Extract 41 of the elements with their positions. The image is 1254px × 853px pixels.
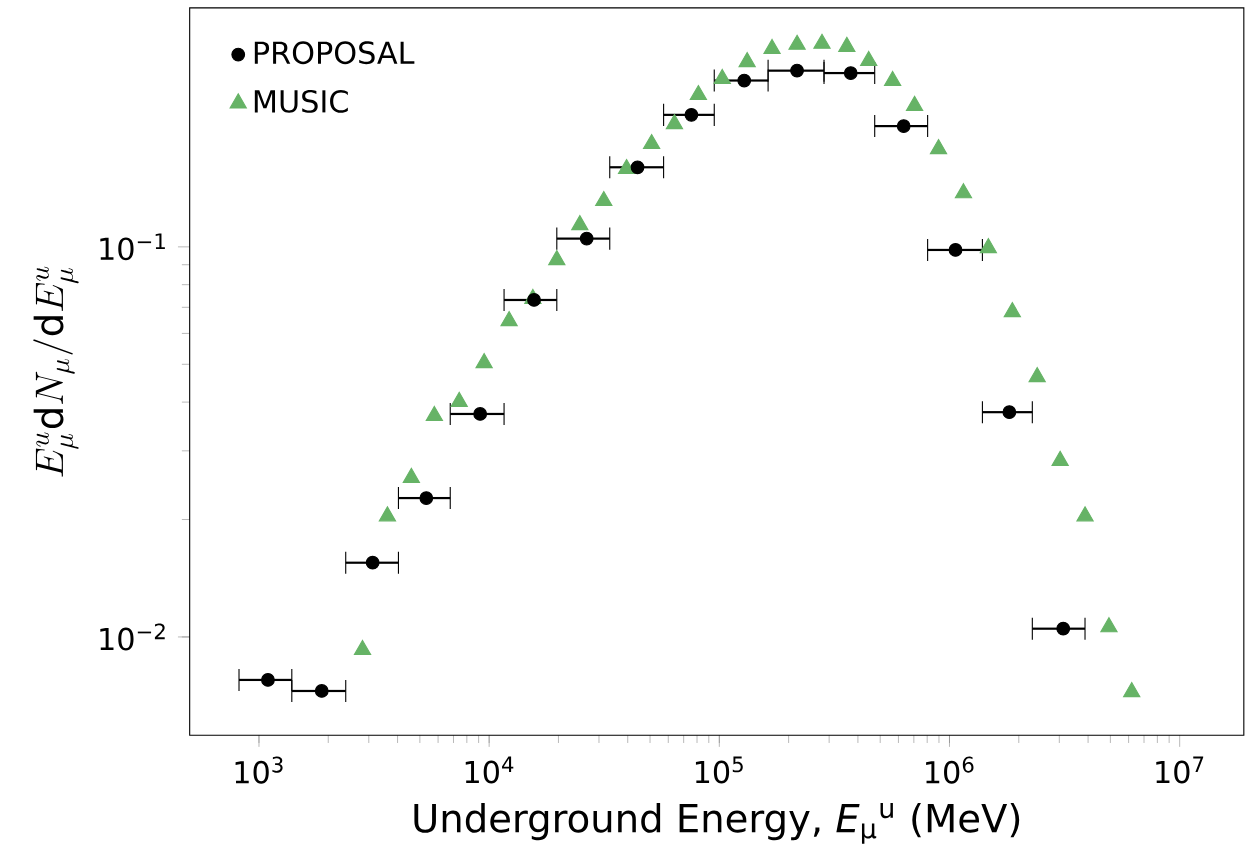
point [1076, 506, 1094, 522]
point [883, 70, 902, 87]
x-tick-label: 10$^{3}$ [235, 756, 283, 784]
point [1100, 617, 1118, 633]
point [1028, 367, 1046, 383]
point [378, 506, 397, 522]
point [738, 52, 756, 68]
point [1051, 450, 1069, 466]
point [929, 139, 948, 155]
x-tick-label: 10$^{7}$ [1156, 756, 1204, 784]
point [617, 158, 636, 175]
point [595, 190, 613, 207]
point [763, 38, 781, 55]
point [500, 311, 518, 327]
point [402, 467, 421, 483]
x-tick-label: 10$^{4}$ [465, 756, 514, 784]
point [979, 238, 998, 254]
legend-label: PROPOSAL [254, 41, 415, 65]
x-tick-label: 10$^{6}$ [926, 756, 974, 784]
point [642, 134, 661, 150]
point [1123, 682, 1141, 698]
point [905, 95, 924, 111]
legend-label: MUSIC [254, 89, 348, 113]
point [353, 639, 372, 656]
y-axis-title: $E^{u}_{\mu}\mathrm{d}N_{\mu}/\mathrm{d}E^{u}_{\mu}$ [33, 266, 79, 477]
x-tick-label: 10$^{5}$ [695, 756, 743, 784]
point [450, 391, 468, 407]
y-tick-label: 10$^{−1}$ [100, 233, 165, 261]
point [665, 114, 684, 130]
point [689, 84, 708, 101]
point [860, 50, 878, 67]
point [571, 215, 589, 231]
x-axis-title: Underground Energy, E$_{μ}$$^{u}$ (MeV) [414, 802, 1020, 844]
y-tick-label: 10$^{−2}$ [100, 623, 165, 651]
point [548, 250, 566, 266]
point [713, 68, 731, 85]
point [475, 353, 493, 369]
point [954, 183, 973, 199]
point [1003, 302, 1021, 318]
point [425, 405, 444, 422]
point [788, 34, 806, 50]
